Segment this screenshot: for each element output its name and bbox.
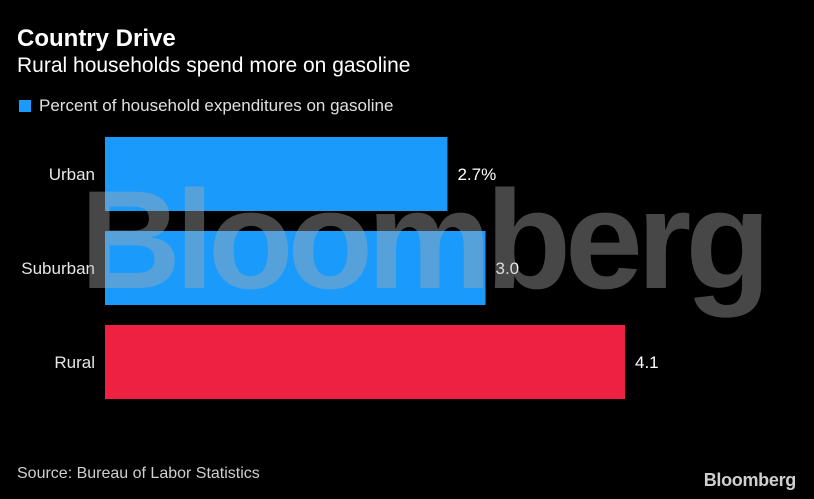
legend-label: Percent of household expenditures on gas…	[39, 96, 394, 115]
category-label-suburban: Suburban	[21, 259, 95, 278]
legend: Percent of household expenditures on gas…	[19, 96, 393, 116]
legend-swatch	[19, 100, 31, 112]
value-label-rural: 4.1	[635, 353, 659, 372]
value-label-suburban: 3.0	[495, 259, 519, 278]
chart-title: Country Drive	[17, 25, 176, 52]
category-label-urban: Urban	[49, 165, 95, 184]
category-label-rural: Rural	[54, 353, 95, 372]
chart-subtitle: Rural households spend more on gasoline	[17, 54, 411, 77]
source-note: Source: Bureau of Labor Statistics	[17, 465, 260, 482]
bloomberg-logo: Bloomberg	[703, 470, 797, 490]
bar-suburban	[105, 231, 486, 305]
bar-urban	[105, 137, 448, 211]
bar-rural	[105, 325, 625, 399]
value-label-urban: 2.7%	[457, 165, 496, 184]
